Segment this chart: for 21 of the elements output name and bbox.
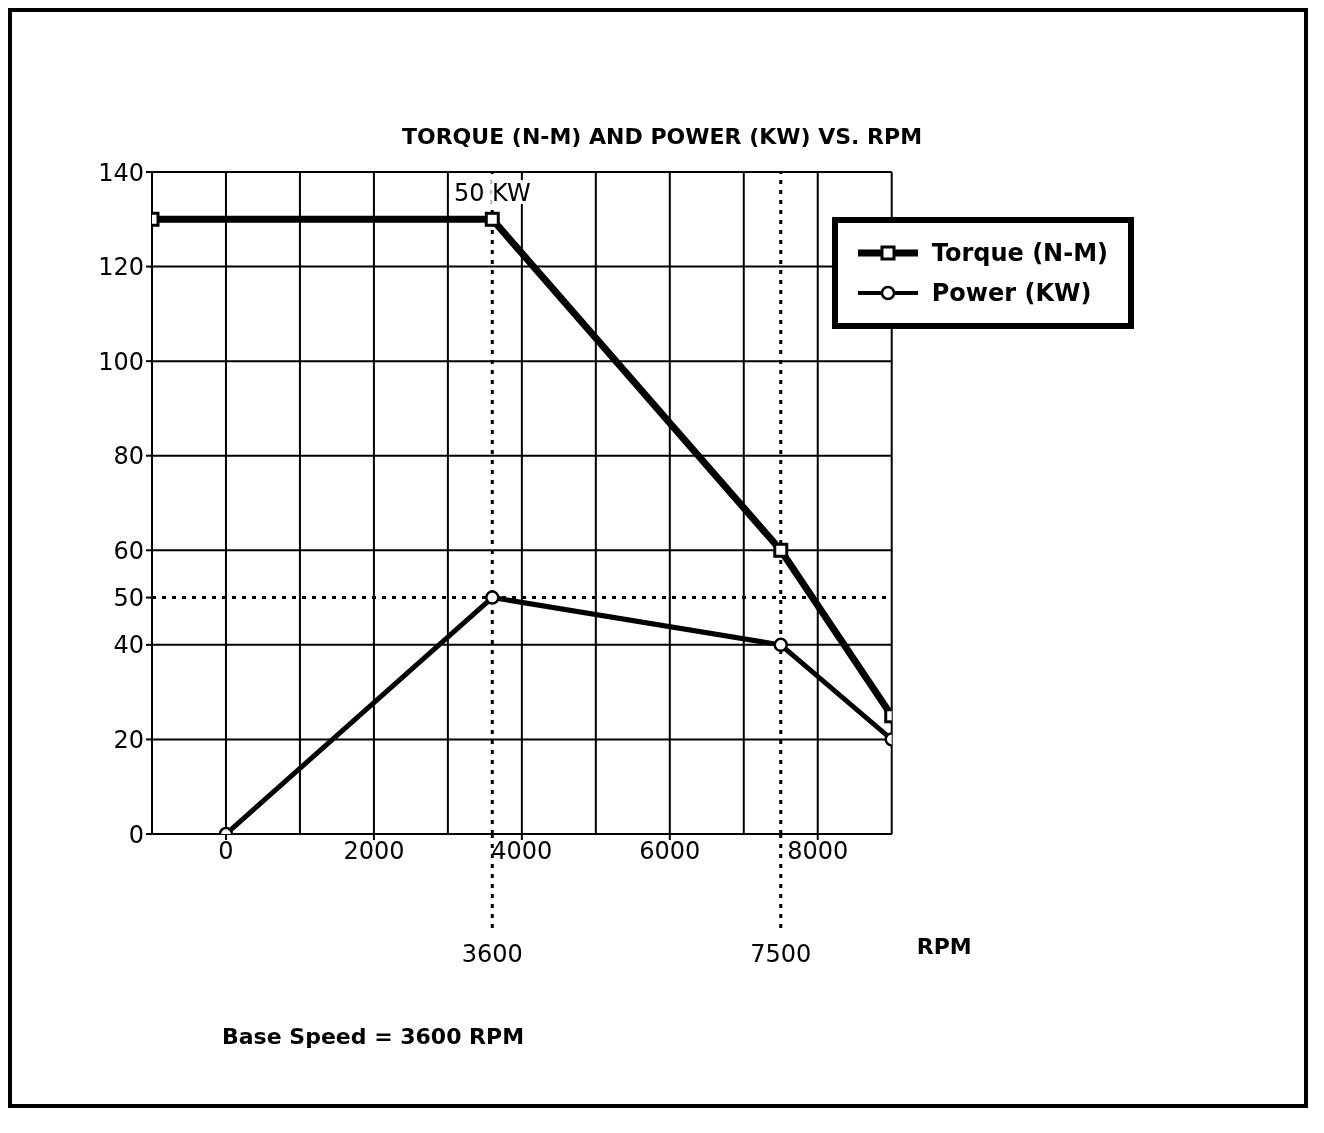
x-tick-label: 0 (218, 837, 234, 866)
text: Base Speed = 3600 RPM (222, 1024, 525, 1049)
y-tick-label: 80 (113, 442, 144, 471)
y-tick-label: 60 (113, 536, 144, 565)
x-tick-label: 4000 (491, 837, 553, 866)
x-axis-title: RPM (916, 934, 972, 959)
x-tick-label: 8000 (787, 837, 849, 866)
y-tick-label: 120 (98, 253, 144, 282)
ref-line-label: 7500 (750, 940, 812, 968)
legend-label: Power (KW) (931, 278, 1092, 309)
x-tick-label: 2000 (343, 837, 405, 866)
y-tick-label: 140 (98, 158, 144, 187)
y-tick-label: 40 (113, 631, 144, 660)
ref-line-label: 3600 (461, 940, 523, 968)
legend-label: Torque (N-M) (931, 238, 1108, 269)
y-tick-label: 50 (113, 584, 144, 613)
x-tick-label: 6000 (639, 837, 701, 866)
point (485, 590, 500, 605)
y-tick-label: 100 (98, 347, 144, 376)
y-tick-label: 20 (113, 725, 144, 754)
chart-title: TORQUE (N-M) AND POWER (KW) VS. RPM (400, 124, 924, 149)
